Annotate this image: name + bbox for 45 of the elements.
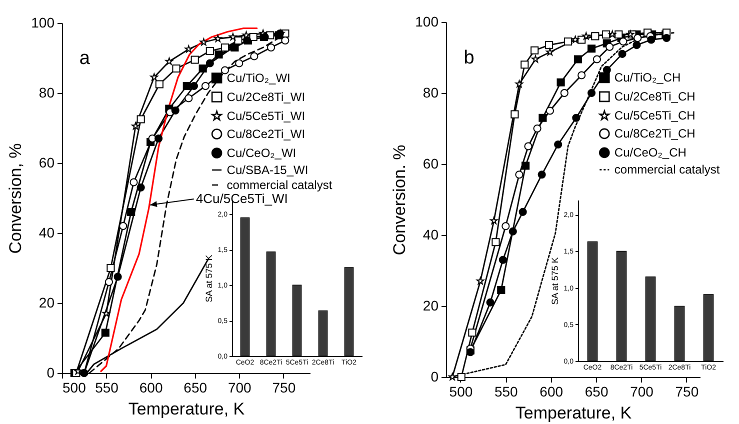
x-tick-label: 600 [540,384,564,400]
y-tick-label: 80 [38,84,55,100]
x-tick-label: 650 [184,380,208,396]
x-tick-label: 750 [675,384,699,400]
y-axis-title: Conversion, % [6,143,26,254]
y-axis-title: Conversion. % [390,144,410,256]
annotation: b [464,48,474,68]
x-tick-label: 550 [494,384,518,400]
y-tick-label: 0 [430,368,439,384]
x-tick-label: 700 [630,384,654,400]
y-tick-label: 100 [31,14,55,30]
legend-label: commercial catalyst [614,162,720,177]
y-tick-label: 20 [422,298,439,314]
legend-label: Cu/2Ce8Ti_WI [226,90,306,104]
y-tick-label: 100 [415,14,439,30]
y-tick-label: 60 [38,154,55,170]
legend-label: Cu/TiO₂_WI [226,71,290,85]
x-tick-label: 550 [95,380,119,396]
legend-label: Cu/2Ce8Ti_CH [614,90,696,104]
x-tick-label: 700 [228,380,252,396]
y-tick-label: 80 [422,84,439,100]
y-tick-label: 60 [422,156,439,172]
legend-label: Cu/TiO₂_CH [614,70,681,85]
x-tick-label: 650 [584,384,608,400]
legend-label: Cu/CeO₂_WI [226,146,296,160]
y-tick-label: 40 [422,226,439,242]
x-tick-label: 750 [272,380,296,396]
annotation: 4Cu/5Ce5Ti_WI [196,191,288,206]
legend-label: Cu/SBA-15_WI [226,163,308,177]
legend-label: Cu/8Ce2Ti_CH [614,126,696,141]
x-tick-label: 600 [139,380,163,396]
x-axis-title: Temperature, K [128,400,246,418]
legend-label: Cu/5Ce5Ti_WI [226,109,306,123]
y-tick-label: 20 [38,294,55,310]
x-tick-label: 500 [62,380,86,396]
y-tick-label: 0 [46,364,55,380]
legend-label: commercial catalyst [226,178,333,192]
x-tick-label: 500 [449,384,473,400]
y-tick-label: 40 [38,224,55,240]
y-axis-title: SA at 575 K [550,257,560,305]
legend-label: Cu/5Ce5Ti_CH [614,108,696,123]
legend-label: Cu/CeO₂_CH [614,146,686,160]
legend-label: Cu/8Ce2Ti_WI [226,127,306,141]
annotation: a [79,48,90,69]
x-axis-title: Temperature, K [515,404,632,422]
